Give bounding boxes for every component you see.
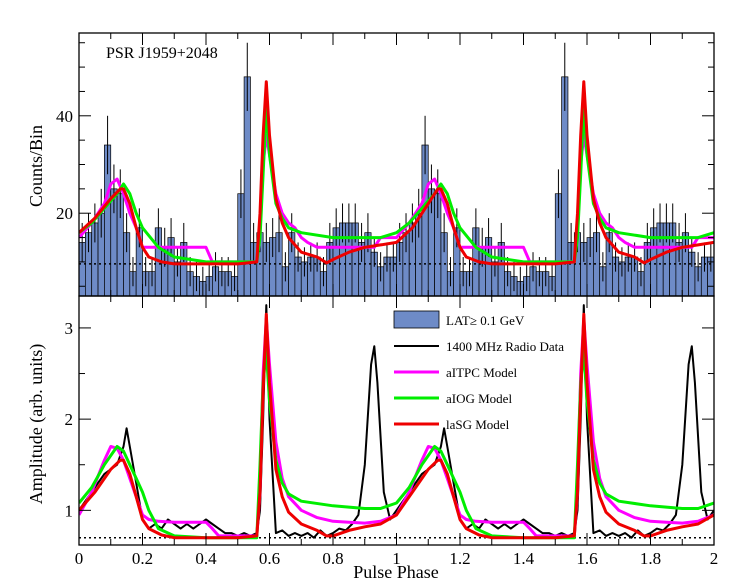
x-axis-label: Pulse Phase: [353, 562, 439, 581]
top-annotation: PSR J1959+2048: [106, 45, 218, 62]
series-line: [79, 80, 714, 266]
y-tick-label: 40: [56, 107, 73, 126]
bottom-panel: 1 2 3 0 0.2 0.4 0.6 0.8 1 1.2 1.4 1.6 1.8 2: [65, 295, 719, 568]
legend-label: aIOG Model: [446, 391, 512, 406]
y-tick-label: 2: [65, 410, 74, 429]
x-tick-label: 0.6: [259, 549, 280, 568]
plot-area: [79, 42, 714, 296]
series-line: [79, 104, 714, 264]
legend-label: aITPC Model: [446, 365, 518, 380]
legend-label: LAT≥ 0.1 GeV: [446, 313, 525, 328]
y-tick-label: 20: [56, 204, 73, 223]
x-tick-label: 0: [75, 549, 84, 568]
legend-label: 1400 MHz Radio Data: [446, 339, 564, 354]
x-tick-label: 0.4: [195, 549, 217, 568]
legend: LAT≥ 0.1 GeV 1400 MHz Radio Data aITPC Mod…: [393, 310, 564, 432]
legend-label: laSG Model: [446, 417, 510, 432]
legend-swatch: [393, 310, 440, 329]
bottom-y-axis-label: Amplitude (arb. units): [26, 344, 47, 504]
series-line: [79, 304, 714, 539]
x-tick-label: 1.6: [576, 549, 597, 568]
plot-area: [79, 304, 714, 540]
panel-frame: [78, 295, 715, 546]
x-tick-label: 1.4: [513, 549, 535, 568]
series-line: [79, 312, 714, 540]
x-tick-label: 1: [392, 549, 401, 568]
top-y-axis-label: Counts/Bin: [26, 125, 46, 207]
y-tick-label: 1: [65, 501, 74, 520]
x-tick-label: 2: [710, 549, 719, 568]
x-tick-label: 0.2: [132, 549, 153, 568]
y-tick-label: 3: [65, 319, 74, 338]
series-line: [79, 133, 714, 264]
x-tick-label: 0.8: [322, 549, 343, 568]
x-tick-label: 1.2: [449, 549, 470, 568]
x-tick-label: 1.8: [640, 549, 661, 568]
